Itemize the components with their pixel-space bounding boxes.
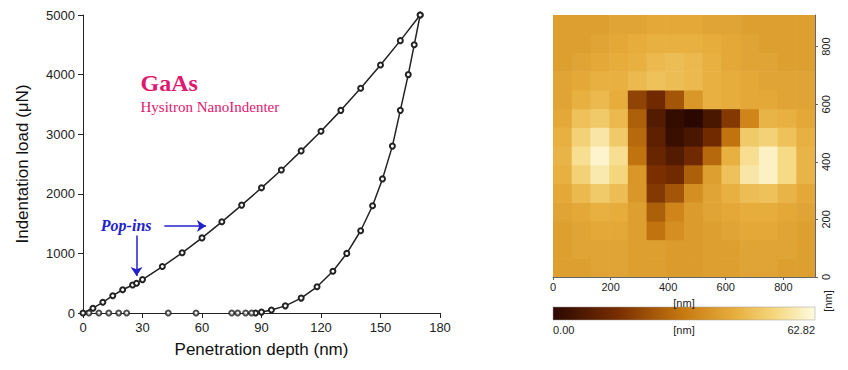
- svg-text:800: 800: [774, 281, 792, 293]
- svg-text:[nm]: [nm]: [673, 324, 694, 336]
- svg-text:120: 120: [310, 320, 332, 335]
- svg-text:0: 0: [68, 306, 75, 321]
- svg-text:60: 60: [195, 320, 209, 335]
- svg-text:[nm]: [nm]: [822, 290, 834, 311]
- svg-text:0.00: 0.00: [553, 324, 574, 336]
- svg-text:600: 600: [717, 281, 735, 293]
- svg-text:3000: 3000: [46, 127, 75, 142]
- svg-text:62.82: 62.82: [787, 324, 815, 336]
- svg-text:600: 600: [820, 95, 832, 113]
- svg-text:0: 0: [79, 320, 86, 335]
- svg-text:0: 0: [550, 281, 556, 293]
- svg-text:180: 180: [429, 320, 451, 335]
- svg-text:Pop-ins: Pop-ins: [100, 217, 152, 235]
- svg-text:Indentation load (μN): Indentation load (μN): [13, 84, 32, 243]
- svg-text:800: 800: [820, 37, 832, 55]
- svg-text:200: 200: [601, 281, 619, 293]
- svg-text:[nm]: [nm]: [673, 297, 694, 309]
- svg-text:200: 200: [820, 210, 832, 228]
- svg-text:150: 150: [370, 320, 392, 335]
- svg-text:2000: 2000: [46, 186, 75, 201]
- svg-text:30: 30: [135, 320, 149, 335]
- svg-text:GaAs: GaAs: [141, 70, 198, 96]
- svg-text:Penetration depth (nm): Penetration depth (nm): [175, 340, 349, 359]
- svg-text:90: 90: [254, 320, 268, 335]
- svg-text:4000: 4000: [46, 67, 75, 82]
- svg-text:400: 400: [820, 153, 832, 171]
- svg-text:5000: 5000: [46, 8, 75, 23]
- svg-text:Hysitron NanoIndenter: Hysitron NanoIndenter: [141, 99, 280, 115]
- svg-text:400: 400: [659, 281, 677, 293]
- svg-text:0: 0: [820, 274, 832, 280]
- svg-text:1000: 1000: [46, 246, 75, 261]
